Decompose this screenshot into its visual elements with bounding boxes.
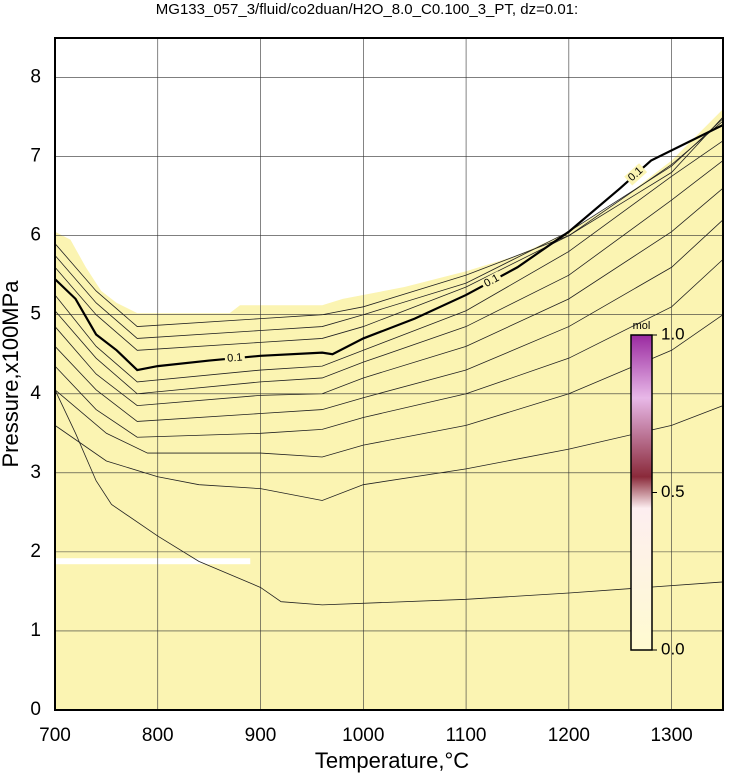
y-tick-label: 4	[30, 383, 41, 404]
colorbar-label: mol	[633, 320, 651, 332]
data-domain	[55, 109, 723, 710]
contour-line	[54, 160, 724, 395]
contour-line	[54, 259, 724, 438]
x-tick-label: 900	[245, 725, 277, 746]
colorbar-tick-label: 0.5	[661, 482, 685, 501]
contour-line	[54, 187, 724, 407]
plot-frame	[54, 37, 724, 711]
contour-line	[54, 219, 724, 422]
y-tick-label: 0	[30, 699, 41, 720]
contour-line	[54, 389, 724, 606]
y-tick-label: 3	[30, 462, 41, 483]
blank-strip	[55, 558, 251, 565]
chart-title: MG133_057_3/fluid/co2duan/H2O_8.0_C0.100…	[156, 1, 578, 18]
contour-line	[54, 140, 724, 383]
y-tick-label: 6	[30, 225, 41, 246]
contour-line	[54, 123, 724, 372]
contour-label: 0.1	[227, 351, 243, 364]
y-tick-label: 5	[30, 304, 41, 325]
y-axis-label: Pressure,x100MPa	[0, 280, 23, 468]
colorbar	[630, 334, 653, 651]
y-tick-label: 2	[30, 541, 41, 562]
colorbar-tick-label: 1.0	[661, 324, 685, 343]
contour-line	[54, 314, 724, 458]
x-tick-label: 800	[142, 725, 174, 746]
contour-line	[54, 118, 724, 339]
y-tick-label: 1	[30, 620, 41, 641]
contour-line	[54, 116, 724, 327]
x-tick-label: 1000	[342, 725, 384, 746]
contour-label-bg	[624, 163, 648, 186]
contour-label-bg	[224, 351, 246, 366]
y-tick-label: 7	[30, 146, 41, 167]
contour-line	[54, 120, 724, 351]
x-tick-label: 1100	[446, 725, 487, 746]
x-tick-label: 1300	[650, 725, 692, 746]
x-axis-label: Temperature,°C	[315, 748, 469, 773]
contour-line	[54, 405, 724, 501]
colorbar-tick-label: 0.0	[661, 639, 685, 658]
x-tick-label: 1200	[548, 725, 590, 746]
y-tick-label: 8	[30, 67, 41, 88]
contour-label-bg	[480, 271, 504, 292]
x-tick-label: 700	[39, 725, 71, 746]
